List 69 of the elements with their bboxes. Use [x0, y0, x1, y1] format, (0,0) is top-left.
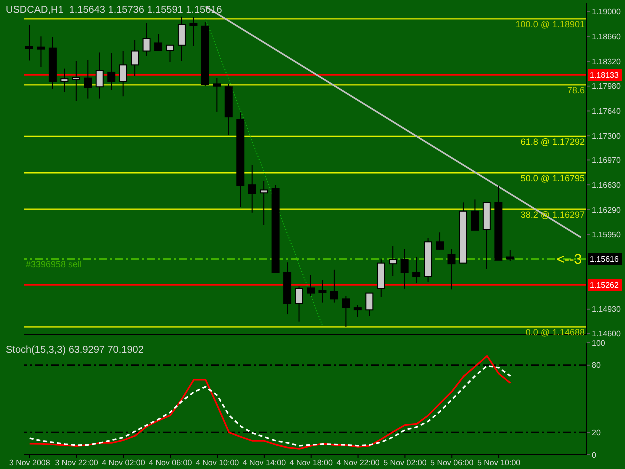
x-tick-label: 3 Nov 22:00: [55, 458, 99, 468]
y-tick-label: 80: [592, 361, 602, 370]
ref-line-label: 50.0 @ 1.16795: [520, 173, 585, 184]
candlestick: [154, 34, 163, 52]
candlestick: [108, 52, 116, 91]
candlestick: [506, 250, 514, 262]
y-tick-label: 1.17980: [592, 82, 622, 92]
y-tick-label: 1.17640: [592, 107, 622, 116]
ref-line-label: 61.8 @ 1.17292: [520, 137, 585, 148]
x-tick-label: 5 Nov 10:00: [477, 458, 522, 468]
candlestick: [448, 248, 456, 290]
candlestick: [354, 304, 362, 318]
x-tick-label: 4 Nov 10:00: [196, 458, 240, 468]
annotation: 1.15616: [590, 255, 620, 264]
chart-title: Stoch(15,3,3) 63.9297 70.1902: [6, 345, 144, 356]
x-tick-label: 4 Nov 06:00: [149, 458, 193, 468]
x-tick-label: 3 Nov 2008: [9, 458, 51, 468]
candlestick: [342, 296, 350, 328]
ref-line-label: 100.0 @ 1.18901: [516, 19, 585, 30]
candlestick: [26, 24, 34, 62]
candlestick: [131, 40, 140, 77]
annotation: 78.6: [567, 85, 585, 96]
y-tick-label: 1.14600: [592, 329, 622, 338]
candlestick: [295, 286, 304, 322]
candlestick: [213, 78, 222, 112]
candlestick: [366, 292, 374, 316]
candlestick: [260, 180, 268, 226]
y-tick-label: 20: [592, 428, 602, 438]
candlestick: [436, 232, 444, 251]
y-tick-label: 1.17300: [592, 132, 622, 141]
candlestick: [166, 44, 174, 63]
x-tick-label: 4 Nov 14:00: [242, 458, 287, 468]
y-tick-label: 1.19000: [592, 8, 622, 17]
ref-line-label: 0.0 @ 1.14688: [526, 327, 585, 338]
candlestick: [412, 256, 421, 284]
annotation: <--3: [556, 251, 582, 268]
candlestick: [389, 246, 398, 277]
y-tick-label: 1.15950: [592, 230, 622, 240]
y-tick-label: 1.18660: [592, 32, 622, 42]
y-tick-label: 0: [592, 450, 597, 460]
y-tick-label: 100: [592, 338, 606, 348]
annotation: 1.18133: [590, 71, 620, 80]
candlestick: [190, 17, 198, 47]
x-tick-label: 4 Nov 22:00: [336, 458, 380, 468]
y-tick-label: 1.16970: [592, 156, 622, 166]
candlestick: [84, 60, 92, 100]
x-tick-label: 5 Nov 02:00: [384, 458, 428, 468]
candlestick: [72, 61, 80, 102]
y-tick-label: 1.14930: [592, 305, 622, 314]
candlestick: [37, 36, 46, 68]
candlestick: [318, 280, 327, 304]
candlestick: [178, 16, 186, 62]
candlestick: [307, 274, 315, 297]
candlestick: [400, 248, 409, 290]
candlestick: [142, 22, 151, 57]
y-tick-label: 1.16630: [592, 180, 622, 190]
annotation: 1.15262: [590, 281, 620, 290]
candlestick: [330, 269, 338, 304]
y-tick-label: 1.18320: [592, 57, 622, 66]
x-tick-label: 5 Nov 06:00: [430, 458, 474, 468]
ref-line-label: #3396958 sell: [26, 260, 82, 270]
y-tick-label: 1.16290: [592, 206, 622, 215]
x-tick-label: 4 Nov 18:00: [290, 458, 334, 468]
x-tick-label: 4 Nov 02:00: [102, 458, 146, 468]
candlestick: [60, 68, 69, 93]
candlestick: [471, 199, 480, 231]
candlestick: [119, 50, 128, 98]
candlestick: [248, 164, 256, 214]
candlestick: [96, 52, 104, 100]
